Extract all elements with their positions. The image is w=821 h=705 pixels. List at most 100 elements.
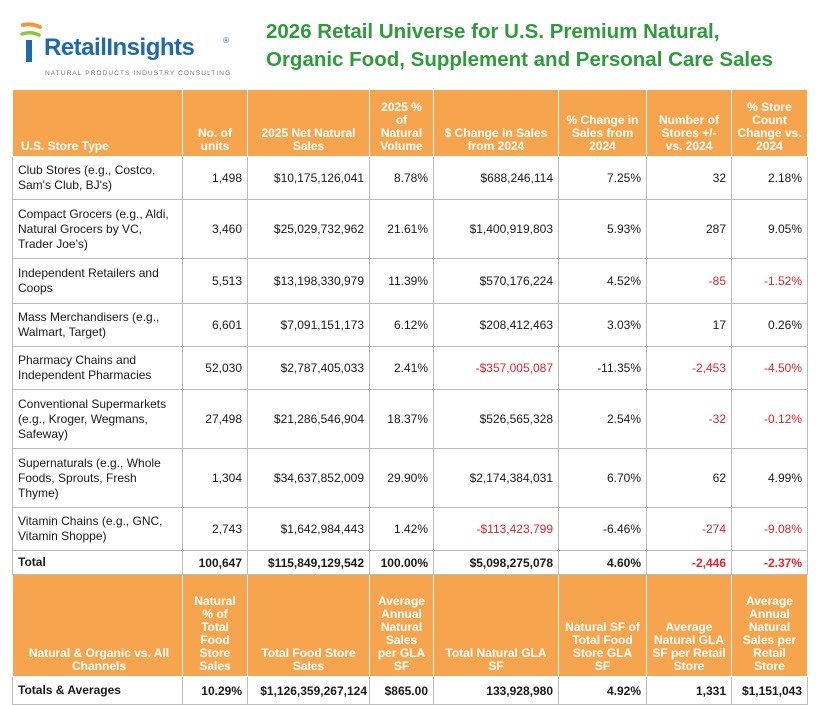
total-units: 100,647 — [182, 550, 248, 575]
col-header-natural-gla: Total Natural GLA SF — [433, 574, 559, 677]
retail-universe-table: U.S. Store Type No. of units 2025 Net Na… — [12, 89, 808, 705]
avg-sales-cell: $1,151,043 — [731, 676, 808, 705]
col-header-store-pct-change: % Store Count Change vs. 2024 — [731, 89, 808, 157]
pct-change-cell: 4.52% — [558, 258, 647, 304]
store-pct-change-cell: 4.99% — [731, 448, 808, 508]
col-header-natural-pct: Natural % of Total Food Store Sales — [182, 574, 248, 677]
pct-volume-cell: 11.39% — [369, 258, 434, 304]
store-change-cell: 32 — [646, 156, 732, 200]
units-cell: 27,498 — [182, 389, 248, 449]
total-sales: $115,849,129,542 — [247, 550, 370, 575]
store-type-cell: Supernaturals (e.g., Whole Foods, Sprout… — [12, 448, 183, 508]
store-type-cell: Independent Retailers and Coops — [12, 258, 183, 304]
natural-pct-cell: 10.29% — [182, 676, 248, 705]
pct-volume-cell: 8.78% — [369, 156, 434, 200]
store-pct-change-cell: 2.18% — [731, 156, 808, 200]
store-change-cell: -85 — [646, 258, 732, 304]
sales-cell: $7,091,151,173 — [247, 303, 370, 347]
pct-change-cell: -11.35% — [558, 346, 647, 390]
sales-cell: $25,029,732,962 — [247, 199, 370, 259]
table-row: Supernaturals (e.g., Whole Foods, Sprout… — [12, 448, 808, 508]
total-pct-change: 4.60% — [558, 550, 647, 575]
table-row: Vitamin Chains (e.g., GNC, Vitamin Shopp… — [12, 507, 808, 551]
col-header-food-sales: Total Food Store Sales — [247, 574, 370, 677]
units-cell: 6,601 — [182, 303, 248, 347]
col-header-avg-gla: Average Natural GLA SF per Retail Store — [646, 574, 732, 677]
totals-averages-row: Totals & Averages 10.29% $1,126,359,267,… — [12, 676, 808, 705]
store-type-cell: Vitamin Chains (e.g., GNC, Vitamin Shopp… — [12, 507, 183, 551]
table-row: Compact Grocers (e.g., Aldi, Natural Gro… — [12, 199, 808, 259]
total-store-pct-change: -2.37% — [731, 550, 808, 575]
sales-cell: $10,175,126,041 — [247, 156, 370, 200]
dollar-change-cell: $570,176,224 — [433, 258, 559, 304]
page-title: 2026 Retail Universe for U.S. Premium Na… — [266, 18, 806, 74]
total-dollar-change: $5,098,275,078 — [433, 550, 559, 575]
natural-gla-cell: 133,928,980 — [433, 676, 559, 705]
col-header-sales-per-sf: Average Annual Natural Sales per GLA SF — [369, 574, 434, 677]
store-change-cell: -274 — [646, 507, 732, 551]
col-header-channels: Natural & Organic vs. All Channels — [12, 574, 183, 677]
channels-header-row: Natural & Organic vs. All Channels Natur… — [12, 574, 808, 677]
store-pct-change-cell: -4.50% — [731, 346, 808, 390]
store-type-cell: Club Stores (e.g., Costco, Sam's Club, B… — [12, 156, 183, 200]
pct-change-cell: 7.25% — [558, 156, 647, 200]
col-header-natural-sf-pct: Natural SF of Total Food Store GLA SF — [558, 574, 647, 677]
avg-gla-cell: 1,331 — [646, 676, 732, 705]
col-header-store-type: U.S. Store Type — [12, 89, 183, 157]
col-header-units: No. of units — [182, 89, 248, 157]
pct-volume-cell: 29.90% — [369, 448, 434, 508]
pct-volume-cell: 1.42% — [369, 507, 434, 551]
pct-volume-cell: 2.41% — [369, 346, 434, 390]
sales-cell: $21,286,546,904 — [247, 389, 370, 449]
table-row: Pharmacy Chains and Independent Pharmaci… — [12, 346, 808, 390]
dollar-change-cell: $208,412,463 — [433, 303, 559, 347]
pct-change-cell: -6.46% — [558, 507, 647, 551]
pct-volume-cell: 6.12% — [369, 303, 434, 347]
sales-cell: $1,642,984,443 — [247, 507, 370, 551]
table-row: Conventional Supermarkets (e.g., Kroger,… — [12, 389, 808, 449]
sales-cell: $34,637,852,009 — [247, 448, 370, 508]
dollar-change-cell: $526,565,328 — [433, 389, 559, 449]
sales-cell: $13,198,330,979 — [247, 258, 370, 304]
retail-insights-logo-icon — [20, 22, 42, 62]
dollar-change-cell: $688,246,114 — [433, 156, 559, 200]
store-type-cell: Conventional Supermarkets (e.g., Kroger,… — [12, 389, 183, 449]
logo-registered-mark: ® — [223, 36, 229, 45]
total-store-change: -2,446 — [646, 550, 732, 575]
logo: RetailInsights ® NATURAL PRODUCTS INDUST… — [18, 22, 248, 84]
store-change-cell: -32 — [646, 389, 732, 449]
table-row: Independent Retailers and Coops 5,513 $1… — [12, 258, 808, 304]
col-header-pct-volume: 2025 % of Natural Volume — [369, 89, 434, 157]
pct-change-cell: 5.93% — [558, 199, 647, 259]
pct-change-cell: 2.54% — [558, 389, 647, 449]
store-change-cell: -2,453 — [646, 346, 732, 390]
table-row: Mass Merchandisers (e.g., Walmart, Targe… — [12, 303, 808, 347]
store-change-cell: 17 — [646, 303, 732, 347]
logo-name: RetailInsights — [44, 34, 195, 61]
dollar-change-cell: -$357,005,087 — [433, 346, 559, 390]
total-row: Total 100,647 $115,849,129,542 100.00% $… — [12, 550, 808, 575]
title-line-2: Organic Food, Supplement and Personal Ca… — [266, 48, 773, 71]
pct-volume-cell: 21.61% — [369, 199, 434, 259]
col-header-store-change: Number of Stores +/- vs. 2024 — [646, 89, 732, 157]
pct-volume-cell: 18.37% — [369, 389, 434, 449]
units-cell: 52,030 — [182, 346, 248, 390]
units-cell: 3,460 — [182, 199, 248, 259]
store-type-cell: Mass Merchandisers (e.g., Walmart, Targe… — [12, 303, 183, 347]
header-row: U.S. Store Type No. of units 2025 Net Na… — [12, 89, 808, 157]
totals-averages-label: Totals & Averages — [12, 676, 183, 705]
pct-change-cell: 6.70% — [558, 448, 647, 508]
total-pct-volume: 100.00% — [369, 550, 434, 575]
title-line-1: 2026 Retail Universe for U.S. Premium Na… — [266, 20, 720, 43]
total-label: Total — [12, 550, 183, 575]
store-change-cell: 287 — [646, 199, 732, 259]
food-sales-cell: $1,126,359,267,124 — [247, 676, 370, 705]
pct-change-cell: 3.03% — [558, 303, 647, 347]
store-pct-change-cell: -9.08% — [731, 507, 808, 551]
units-cell: 2,743 — [182, 507, 248, 551]
dollar-change-cell: -$113,423,799 — [433, 507, 559, 551]
sales-cell: $2,787,405,033 — [247, 346, 370, 390]
natural-sf-pct-cell: 4.92% — [558, 676, 647, 705]
store-type-cell: Compact Grocers (e.g., Aldi, Natural Gro… — [12, 199, 183, 259]
col-header-pct-change: % Change in Sales from 2024 — [558, 89, 647, 157]
